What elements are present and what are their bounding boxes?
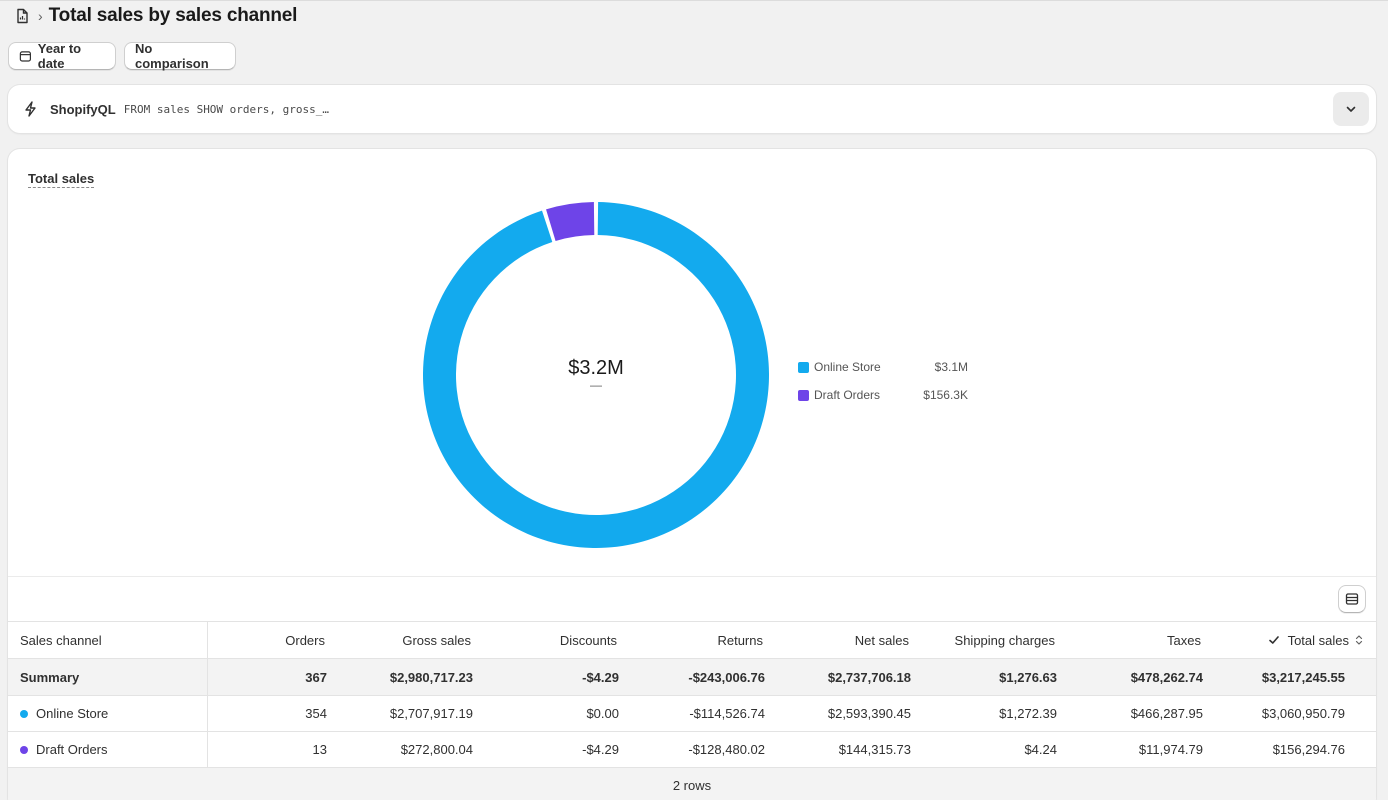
chart-table-divider [8,576,1376,577]
page-title: Total sales by sales channel [48,5,298,26]
legend-value: $3.1M [934,360,968,374]
comparison-button[interactable]: No comparison [124,41,236,71]
row-count-footer: 2 rows [8,767,1376,800]
report-icon[interactable] [14,8,30,24]
donut-slice-draft-orders[interactable] [546,202,595,241]
table-settings-button[interactable] [1338,585,1366,613]
table-cell: -$4.29 [582,669,619,685]
table-cell: $1,272.39 [999,706,1057,721]
channel-name: Online Store [36,706,109,721]
legend-label: Draft Orders [814,388,881,402]
table-cell: $2,980,717.23 [389,669,473,685]
query-code: FROM sales SHOW orders, gross_… [123,102,330,116]
summary-label: Summary [8,659,208,695]
table-cell: $3,217,245.55 [1261,669,1345,685]
channel-name: Summary [20,669,80,685]
date-range-button[interactable]: Year to date [8,41,116,71]
table-cell: $478,262.74 [1130,669,1203,685]
table-cell: $2,737,706.18 [827,669,911,685]
legend-label: Online Store [814,360,881,374]
query-language-label: ShopifyQL [50,101,116,117]
lightning-icon [25,101,36,117]
data-table: Sales channel Orders Gross sales Discounts R… [8,621,1376,800]
table-cell: -$243,006.76 [688,669,765,685]
table-row: Draft Orders 13 $272,800.04 -$4.29 -$128,480… [8,731,1376,767]
chart-title[interactable]: Total sales [28,171,95,188]
donut-chart: $3.2M — [422,202,769,548]
table-cell: $0.00 [586,706,619,721]
breadcrumb-chevron-icon: › [38,8,43,24]
table-cell: -$128,480.02 [688,742,765,757]
table-cell: $466,287.95 [1130,706,1203,721]
column-header[interactable]: Returns [717,632,763,648]
table-row: Online Store 354 $2,707,917.19 $0.00 -$114,5… [8,695,1376,731]
table-cell: $1,276.63 [999,669,1057,685]
chart-legend: Online Store $3.1M Draft Orders $156.3K [798,353,968,409]
table-cell: -$114,526.74 [689,706,765,721]
table-cell: $2,707,917.19 [389,706,473,721]
center-total-value: $3.2M [568,357,624,379]
channel-name: Draft Orders [36,742,108,757]
table-cell: 354 [305,706,327,721]
expand-query-button[interactable] [1333,92,1369,126]
table-cell: $272,800.04 [400,742,473,757]
center-comparison-value: — [590,378,602,392]
report-card: Total sales $3.2M — Online Store $3.1M Dra… [8,149,1376,800]
table-cell: $2,593,390.45 [827,706,911,721]
table-cell: 13 [312,742,327,757]
column-header[interactable]: Sales channel [8,622,208,658]
table-cell: $4.24 [1024,742,1057,757]
summary-row: Summary 367 $2,980,717.23 -$4.29 -$243,006.7… [8,658,1376,695]
table-header-row: Sales channel Orders Gross sales Discounts R… [8,621,1376,658]
legend-item[interactable]: Draft Orders $156.3K [798,381,968,409]
legend-swatch [798,361,809,373]
date-range-label: Year to date [37,41,82,71]
legend-swatch [798,389,809,401]
column-header[interactable]: Orders [285,632,325,648]
table-cell: 367 [305,669,327,685]
legend-value: $156.3K [923,388,968,402]
table-cell: -$4.29 [582,742,619,757]
column-header[interactable]: Discounts [559,632,617,648]
top-border [0,0,1388,1]
table-cell: $3,060,950.79 [1261,706,1345,721]
sort-icon[interactable] [1355,634,1363,646]
comparison-label: No comparison [135,41,209,71]
table-cell: $11,974.79 [1138,742,1203,757]
table-cell: $144,315.73 [838,742,911,757]
column-header-label: Total sales [1287,632,1349,648]
table-cell: $156,294.76 [1272,742,1345,757]
series-dot [20,745,28,754]
series-dot [20,709,28,718]
query-bar[interactable]: ShopifyQL FROM sales SHOW orders, gross_… [8,85,1376,133]
channel-cell: Draft Orders [8,732,208,767]
column-header[interactable]: Taxes [1167,632,1201,648]
sorted-check-icon [1268,634,1280,646]
page-header: › Total sales by sales channel [14,4,297,28]
chevron-down-icon [1346,106,1356,112]
calendar-icon [19,51,31,62]
table-icon [1345,593,1359,605]
column-header[interactable]: Gross sales [402,632,471,648]
column-header[interactable]: Total sales [1209,622,1363,658]
column-header[interactable]: Shipping charges [954,632,1055,648]
channel-cell: Online Store [8,696,208,731]
legend-item[interactable]: Online Store $3.1M [798,353,968,381]
column-header[interactable]: Net sales [854,632,909,648]
